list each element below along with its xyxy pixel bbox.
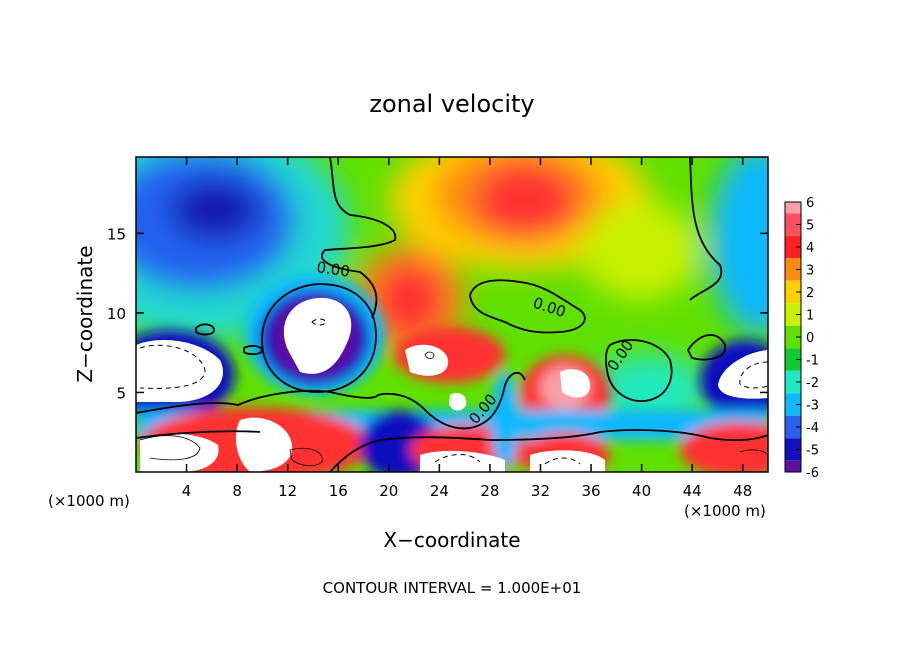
colorbar-swatch	[785, 258, 801, 281]
colorbar-swatch	[785, 280, 801, 304]
colorbar-swatch	[785, 370, 801, 394]
colorbar-swatch	[785, 348, 801, 371]
colorbar-swatch	[785, 460, 801, 472]
colorbar-label: 6	[806, 196, 814, 211]
plot-frame	[135, 156, 769, 473]
chart-title: zonal velocity	[369, 90, 534, 118]
zero-contour-tiny-left	[195, 323, 215, 336]
zero-contour-vortex-left	[261, 283, 377, 393]
colorbar-swatch	[785, 235, 801, 259]
x-tick-label: 36	[581, 482, 600, 500]
dashed-contour-right	[739, 361, 768, 389]
colorbar-label: -2	[806, 376, 819, 391]
negative-contour-lines	[139, 318, 768, 465]
dashed-contour-vortex	[311, 318, 327, 326]
dashed-contour-left	[139, 344, 206, 389]
y-tick-label: 5	[116, 384, 126, 402]
x-tick-label: 40	[632, 482, 651, 500]
field-surface-red-right	[680, 422, 768, 472]
colorbar-swatch	[785, 213, 801, 236]
x-tick-label: 4	[182, 482, 192, 500]
saturated-right-lobe	[718, 350, 768, 399]
field-mid-right-cyan	[590, 355, 710, 425]
colorbar-swatch	[785, 303, 801, 326]
colorbar-label: 4	[806, 241, 814, 256]
colorbar: 6 5 4 3 2 1 0 -1 -2 -3 -4 -5 -6	[784, 196, 819, 481]
saturated-surface-right	[530, 450, 605, 472]
velocity-field	[136, 157, 768, 472]
dashed-contour-surface	[434, 454, 581, 465]
colorbar-label: 1	[806, 309, 814, 324]
colorbar-label: -6	[806, 466, 819, 481]
x-tick-label: 12	[278, 482, 297, 500]
saturated-left-lobe	[136, 340, 224, 402]
field-right-yellow	[580, 200, 700, 300]
y-axis: 5 10 15	[107, 225, 768, 402]
contour-label-upper: 0.00	[315, 258, 351, 280]
field-center-red	[375, 262, 445, 338]
x-tick-label: 48	[733, 482, 752, 500]
x-unit-left: (×1000 m)	[48, 492, 130, 510]
zero-contour-right	[605, 339, 673, 402]
x-tick-label: 16	[329, 482, 348, 500]
colorbar-label: 5	[806, 219, 814, 234]
colorbar-label: 2	[806, 286, 814, 301]
zero-contour-far-right	[686, 334, 726, 361]
saturated-regions	[136, 297, 768, 472]
field-notch-cyan	[491, 370, 519, 470]
x-axis: 4 8 12 16 20 24 28 32 36 40 44 48	[182, 157, 752, 500]
saturated-upper-vortex	[283, 297, 352, 374]
zero-contour-lower	[136, 371, 526, 430]
field-upper-red	[475, 162, 575, 238]
colorbar-swatch	[785, 438, 801, 461]
y-axis-label: Z−coordinate	[73, 245, 97, 382]
x-tick-label: 32	[531, 482, 550, 500]
y-tick-label: 10	[107, 305, 126, 323]
x-axis-label: X−coordinate	[383, 528, 520, 552]
zero-contour-surface	[136, 429, 768, 472]
zero-contour-tiny-mid	[243, 344, 263, 356]
colorbar-swatch	[785, 325, 801, 349]
thin-contour-lines	[139, 351, 768, 466]
thin-contour-surface-right	[739, 449, 768, 456]
thin-contour-surface-left	[139, 435, 201, 461]
colorbar-swatch	[785, 415, 801, 439]
footnote: CONTOUR INTERVAL = 1.000E+01	[323, 579, 582, 597]
saturated-surface-left	[140, 433, 219, 472]
thin-contour-center	[424, 351, 435, 359]
saturated-center-blob	[405, 344, 449, 376]
saturated-surface-center	[420, 450, 505, 472]
saturated-right-center	[560, 369, 591, 398]
colorbar-label: -4	[806, 421, 819, 436]
thin-contour-surface-mid	[289, 447, 323, 466]
colorbar-swatch	[785, 202, 801, 214]
x-tick-label: 44	[683, 482, 702, 500]
colorbar-label: -5	[806, 444, 819, 459]
zero-contour-upper	[321, 157, 397, 319]
x-tick-label: 20	[379, 482, 398, 500]
field-upper-right-cyan	[710, 157, 768, 335]
x-tick-label: 28	[480, 482, 499, 500]
contour-lines	[136, 157, 768, 472]
plot-area: 0.00 0.00 0.00 0.00	[136, 157, 768, 472]
x-unit-right: (×1000 m)	[684, 502, 766, 520]
x-tick-label: 24	[430, 482, 449, 500]
colorbar-swatch	[785, 393, 801, 416]
y-tick-label: 15	[107, 225, 126, 243]
field-upper-left-dark	[170, 180, 260, 240]
colorbar-label: -3	[806, 399, 819, 414]
colorbar-label: -1	[806, 354, 819, 369]
saturated-center-small	[449, 393, 467, 411]
x-tick-label: 8	[232, 482, 242, 500]
zero-contour-middle	[469, 279, 586, 334]
zero-contour-upper-right	[689, 157, 723, 301]
colorbar-label: 0	[806, 331, 814, 346]
colorbar-label: 3	[806, 264, 814, 279]
